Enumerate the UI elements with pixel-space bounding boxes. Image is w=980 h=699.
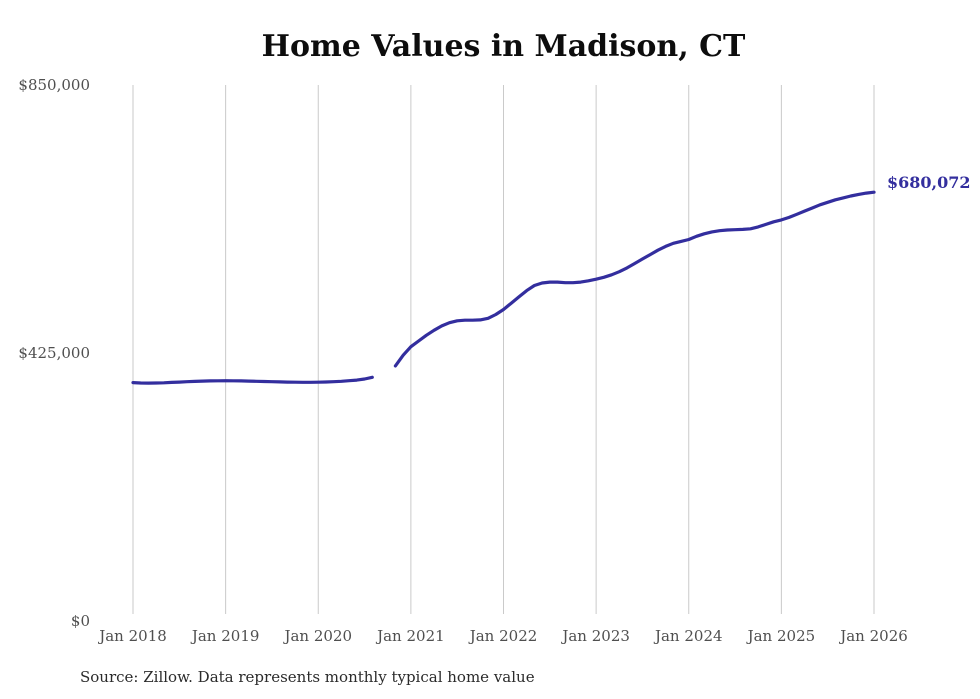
home-value-line [131, 190, 876, 385]
y-axis-tick-label: $425,000 [18, 344, 90, 362]
y-axis-tick-label: $850,000 [18, 76, 90, 94]
x-axis-tick-label: Jan 2024 [654, 627, 723, 645]
gridlines [132, 85, 875, 614]
x-axis-tick-label: Jan 2023 [562, 627, 630, 645]
x-axis-tick-label: Jan 2020 [284, 627, 353, 645]
x-axis-tick-label: Jan 2022 [469, 627, 538, 645]
chart-title: Home Values in Madison, CT [261, 29, 746, 64]
x-axis-tick-label: Jan 2019 [191, 627, 260, 645]
end-value-label: $680,072 [887, 173, 971, 192]
y-axis-tick-label: $0 [70, 612, 90, 630]
x-axis-tick-label: Jan 2021 [377, 627, 445, 645]
source-note: Source: Zillow. Data represents monthly … [80, 668, 535, 686]
x-axis-tick-label: Jan 2026 [840, 627, 908, 645]
x-axis-tick-label: Jan 2025 [747, 627, 816, 645]
x-axis-tick-label: Jan 2018 [99, 627, 167, 645]
